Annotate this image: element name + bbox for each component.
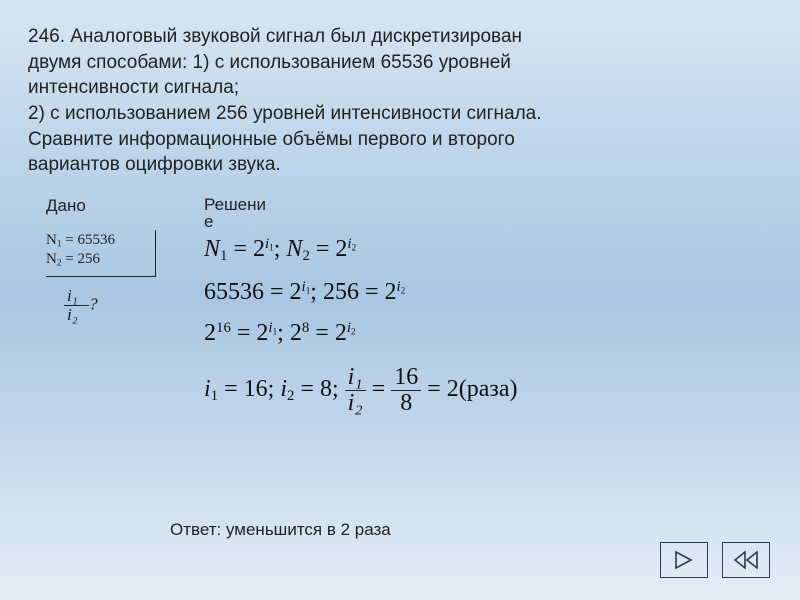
problem-line: 246. Аналоговый звуковой сигнал был диск…: [28, 24, 772, 50]
equation-1: N1 = 2i1; N2 = 2i2: [204, 236, 772, 265]
problem-statement: 246. Аналоговый звуковой сигнал был диск…: [0, 0, 800, 178]
work-area: Дано N1 = 65536 N2 = 256 i₁i₂–? Решение …: [0, 178, 800, 431]
play-icon: [673, 550, 695, 570]
next-button[interactable]: [660, 542, 708, 578]
equation-4: i1 = 16; i2 = 8; i₁i₂ = 168 = 2(раза): [204, 365, 772, 416]
problem-line: вариантов оцифровки звука.: [28, 152, 772, 178]
first-button[interactable]: [722, 542, 770, 578]
given-n1: N1 = 65536: [46, 232, 147, 249]
equation-3: 216 = 2i1; 28 = 2i2: [204, 320, 772, 347]
problem-line: интенсивности сигнала;: [28, 75, 772, 101]
equations: N1 = 2i1; N2 = 2i2 65536 = 2i1; 256 = 2i…: [204, 236, 772, 417]
given-n2: N2 = 256: [46, 251, 147, 268]
given-column: Дано N1 = 65536 N2 = 256 i₁i₂–?: [46, 196, 186, 324]
given-unknown: i₁i₂–?: [46, 287, 186, 324]
equation-2: 65536 = 2i1; 256 = 2i2: [204, 279, 772, 306]
solution-column: Решение N1 = 2i1; N2 = 2i2 65536 = 2i1; …: [186, 196, 772, 431]
problem-line: 2) с использованием 256 уровней интенсив…: [28, 101, 772, 127]
answer-line: Ответ: уменьшится в 2 раза: [170, 520, 391, 540]
answer-text: уменьшится в 2 раза: [226, 520, 391, 539]
skip-back-icon: [733, 550, 759, 570]
problem-line: двумя способами: 1) с использованием 655…: [28, 50, 772, 76]
nav-controls: [660, 542, 770, 578]
given-box: N1 = 65536 N2 = 256: [46, 230, 156, 278]
answer-label: Ответ:: [170, 520, 221, 539]
problem-line: Сравните информационные объёмы первого и…: [28, 127, 772, 153]
solution-title: Решение: [204, 196, 772, 230]
given-title: Дано: [46, 196, 186, 216]
